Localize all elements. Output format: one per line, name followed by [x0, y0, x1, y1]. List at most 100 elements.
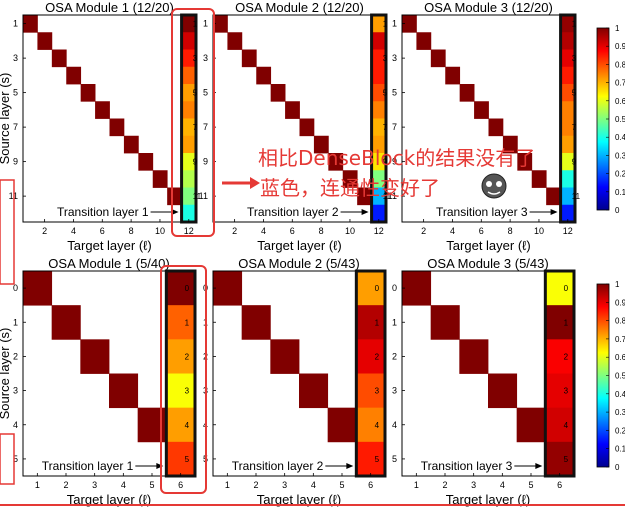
heatmap-panel-3: OSA Module 3 (12/20)2 4 6 8 10 121 13 35 57 79 911…: [388, 0, 581, 253]
y-tick-label: 9: [13, 157, 18, 167]
transition-arrow-head: [156, 463, 164, 469]
transition-cell: [356, 407, 386, 443]
transition-row-label: 11: [383, 192, 392, 201]
heatmap-cell: [37, 32, 53, 50]
x-tick-label: 3: [92, 480, 97, 490]
x-axis-label: Target layer (ℓ): [67, 238, 151, 253]
x-tick-label: 3: [282, 480, 287, 490]
colorbar-tick-label: 0.6: [615, 97, 625, 106]
x-axis-label: Target layer (ℓ): [257, 238, 341, 253]
x-tick-label: 2: [421, 226, 426, 236]
x-tick-label: 8: [508, 226, 513, 236]
heatmap-cell: [531, 170, 547, 188]
y-tick-label: 1: [392, 19, 397, 29]
x-tick-label: 2: [63, 480, 68, 490]
y-tick-label: 1: [13, 317, 18, 327]
y-tick-label: 5: [13, 454, 18, 464]
y-tick-label: 3: [392, 386, 397, 396]
transition-cell: [371, 153, 387, 171]
heatmap-cell: [270, 339, 300, 374]
transition-cell: [371, 135, 387, 154]
transition-row-label: 0: [375, 284, 380, 293]
transition-cell: [181, 66, 197, 85]
heatmap-cell: [109, 373, 139, 409]
heatmap-panel-6: OSA Module 3 (5/43) 1 2 3 4 5 6 0 0 1 1 2 2 3 3 4 4 5 5 Tar…: [392, 256, 576, 507]
transition-row-label: 9: [572, 158, 577, 167]
colorbar-tick-label: 0.1: [615, 188, 625, 197]
heatmap-cell: [109, 118, 125, 137]
heatmap-cell: [474, 101, 489, 119]
transition-cell: [371, 187, 387, 206]
transition-row-label: 3: [375, 387, 380, 396]
highlight-box-top: [171, 8, 215, 237]
highlight-box-bottom: [160, 265, 207, 494]
transition-arrow-head: [535, 463, 543, 469]
heatmap-panel-2: OSA Module 2 (12/20)2 4 6 8 10 121 13 35 57 79 911…: [199, 0, 392, 253]
transition-cell: [560, 170, 576, 188]
transition-cell: [560, 118, 576, 137]
heatmap-cell: [459, 339, 489, 374]
transition-layer-label: Transition layer 1: [57, 205, 149, 219]
colorbar-tick-label: 0.9: [615, 298, 625, 307]
transition-row-label: 11: [572, 192, 581, 201]
transition-row-label: 1: [564, 318, 569, 327]
y-tick-label: 3: [13, 386, 18, 396]
transition-row-label: 3: [564, 387, 569, 396]
heatmap-cell: [241, 305, 271, 340]
heatmap-cell: [241, 49, 257, 68]
transition-layer-label: Transition layer 3: [421, 459, 513, 473]
colorbar-bottom: 1 0.9 0.8 0.7 0.6 0.5 0.4 0.3 0.2 0.1 0: [596, 280, 625, 472]
cat-face-eye-right: [496, 181, 502, 187]
heatmap-cell: [445, 66, 461, 85]
x-tick-label: 12: [374, 226, 384, 236]
transition-row-label: 5: [564, 455, 569, 464]
panel-title: OSA Module 2 (12/20): [235, 0, 364, 15]
panel-title: OSA Module 3 (12/20): [424, 0, 553, 15]
heatmap-cell: [167, 187, 182, 206]
transition-row-label: 9: [193, 158, 198, 167]
heatmap-cell: [123, 135, 139, 154]
y-tick-label: 3: [392, 53, 397, 63]
transition-cell: [181, 32, 197, 50]
transition-cell: [371, 170, 387, 188]
heatmap-cell: [517, 153, 533, 171]
transition-cell: [181, 204, 197, 223]
x-tick-label: 6: [368, 480, 373, 490]
transition-cell: [560, 84, 576, 102]
annotation-line-1: 相比DenseBlock的结果没有了: [258, 146, 535, 170]
heatmap-cell: [213, 271, 243, 306]
transition-cell: [166, 373, 196, 409]
y-tick-label: 2: [13, 351, 18, 361]
x-tick-label: 2: [232, 226, 237, 236]
x-tick-label: 12: [184, 226, 194, 236]
heatmap-cell: [256, 66, 272, 85]
transition-cell: [166, 441, 196, 477]
transition-row-label: 4: [375, 421, 380, 430]
y-tick-label: 0: [392, 283, 397, 293]
transition-row-label: 0: [185, 284, 190, 293]
transition-cell: [560, 153, 576, 171]
colorbar-tick-label: 0.1: [615, 445, 625, 454]
transition-row-label: 1: [185, 318, 190, 327]
x-tick-label: 8: [319, 226, 324, 236]
y-tick-label: 1: [13, 19, 18, 29]
colorbar-top: 1 0.9 0.8 0.7 0.6 0.5 0.4 0.3 0.2 0.1 0: [596, 24, 625, 215]
y-tick-label: 11: [388, 191, 397, 201]
transition-row-label: 11: [193, 192, 202, 201]
heatmap-cell: [299, 373, 329, 409]
transition-cell: [371, 66, 387, 85]
colorbar-tick-label: 0.8: [615, 317, 625, 326]
transition-cell: [371, 49, 387, 68]
colorbar-tick-label: 0.4: [615, 390, 625, 399]
heatmap-cell: [342, 170, 358, 188]
heatmap-panel-1: OSA Module 1 (12/20)2 4 6 8 10 121 13 35 57 79 911…: [0, 0, 202, 253]
y-tick-label: 5: [392, 88, 397, 98]
transition-row-label: 4: [185, 421, 190, 430]
transition-cell: [181, 49, 197, 68]
heatmap-cell: [328, 153, 344, 171]
x-axis-label: Target layer (ℓ): [446, 492, 530, 507]
colorbar-tick-label: 0.5: [615, 115, 625, 124]
x-tick-label: 2: [442, 480, 447, 490]
transition-row-label: 7: [193, 123, 198, 132]
x-tick-label: 12: [563, 226, 573, 236]
